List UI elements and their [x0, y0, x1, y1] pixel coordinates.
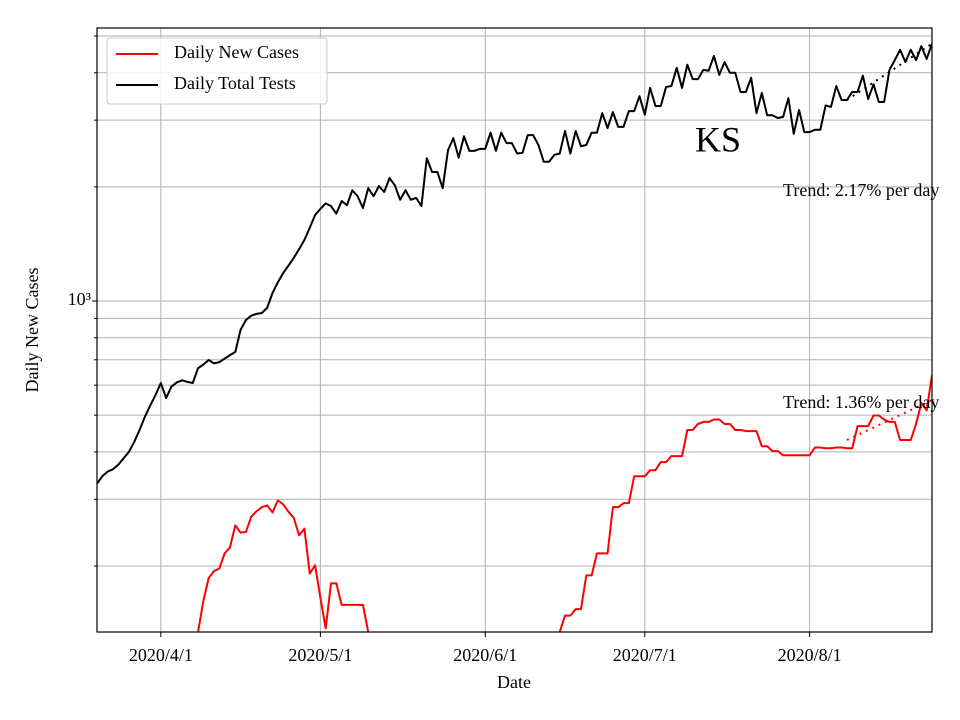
legend: Daily New Cases Daily Total Tests — [106, 37, 328, 105]
x-tick-label: 2020/6/1 — [453, 645, 517, 665]
x-tick-label: 2020/7/1 — [613, 645, 677, 665]
trend-line — [846, 42, 932, 101]
legend-label: Daily New Cases — [174, 42, 299, 62]
axes-frame — [96, 27, 933, 633]
x-tick-label: 2020/8/1 — [778, 645, 842, 665]
x-tick-label: 2020/5/1 — [288, 645, 352, 665]
grid — [97, 28, 932, 632]
chart-title: KS — [695, 119, 741, 159]
y-tick-label: 10³ — [68, 289, 92, 309]
trend-label: Trend: 2.17% per day — [783, 180, 939, 200]
series-line — [197, 375, 932, 632]
plot-area — [97, 42, 932, 632]
axes: 2020/4/1 2020/5/1 2020/6/1 2020/7/1 2020/8/1… — [68, 35, 842, 665]
y-axis-label: Daily New Cases — [22, 268, 42, 393]
trend-label: Trend: 1.36% per day — [783, 392, 939, 412]
series-line — [97, 43, 932, 485]
legend-box — [106, 37, 328, 105]
x-axis-label: Date — [497, 672, 531, 692]
trend-line — [846, 399, 932, 441]
legend-label: Daily Total Tests — [174, 73, 296, 93]
x-tick-label: 2020/4/1 — [129, 645, 193, 665]
